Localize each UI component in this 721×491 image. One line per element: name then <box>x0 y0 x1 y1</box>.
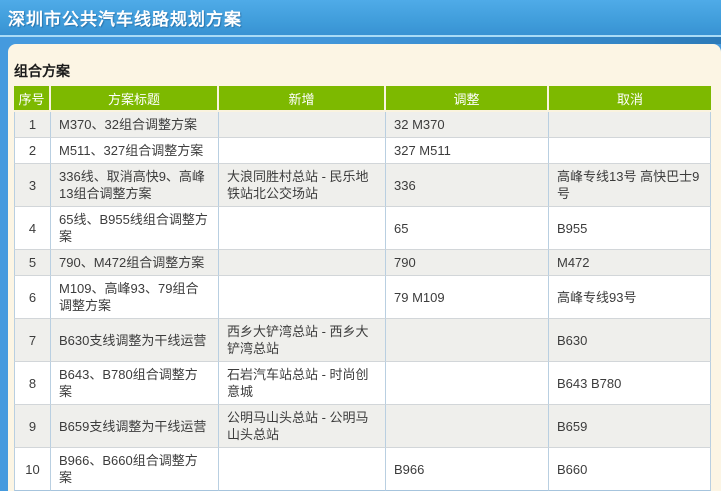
cell-cancel <box>549 138 711 164</box>
cell-cancel: B955 <box>549 207 711 250</box>
cell-new <box>219 207 386 250</box>
table-row: 7 B630支线调整为干线运营 西乡大铲湾总站 - 西乡大铲湾总站 B630 <box>14 319 711 362</box>
cell-no: 5 <box>14 250 51 276</box>
column-header-new: 新增 <box>219 86 386 112</box>
cell-adjust <box>386 319 549 362</box>
table-row: 4 65线、B955线组合调整方案 65 B955 <box>14 207 711 250</box>
cell-title: B659支线调整为干线运营 <box>51 405 219 448</box>
table-row: 9 B659支线调整为干线运营 公明马山头总站 - 公明马山头总站 B659 <box>14 405 711 448</box>
cell-adjust: 65 <box>386 207 549 250</box>
cell-cancel <box>549 112 711 138</box>
cell-cancel: M472 <box>549 250 711 276</box>
column-header-title: 方案标题 <box>51 86 219 112</box>
cell-title: 790、M472组合调整方案 <box>51 250 219 276</box>
table-row: 5 790、M472组合调整方案 790 M472 <box>14 250 711 276</box>
table-row: 6 M109、高峰93、79组合调整方案 79 M109 高峰专线93号 <box>14 276 711 319</box>
cell-no: 3 <box>14 164 51 207</box>
cell-adjust: 327 M511 <box>386 138 549 164</box>
cell-adjust: B966 <box>386 448 549 491</box>
cell-no: 6 <box>14 276 51 319</box>
cell-cancel: B630 <box>549 319 711 362</box>
cell-cancel: 高峰专线13号 高快巴士9号 <box>549 164 711 207</box>
cell-no: 10 <box>14 448 51 491</box>
column-header-adjust: 调整 <box>386 86 549 112</box>
table-row: 10 B966、B660组合调整方案 B966 B660 <box>14 448 711 491</box>
cell-new <box>219 138 386 164</box>
cell-cancel: B660 <box>549 448 711 491</box>
cell-title: B966、B660组合调整方案 <box>51 448 219 491</box>
cell-no: 8 <box>14 362 51 405</box>
table-header: 序号 方案标题 新增 调整 取消 <box>14 86 711 112</box>
cell-no: 7 <box>14 319 51 362</box>
table-row: 2 M511、327组合调整方案 327 M511 <box>14 138 711 164</box>
cell-new: 西乡大铲湾总站 - 西乡大铲湾总站 <box>219 319 386 362</box>
cell-title: 336线、取消高快9、高峰13组合调整方案 <box>51 164 219 207</box>
table-row: 8 B643、B780组合调整方案 石岩汽车站总站 - 时尚创意城 B643 B780 <box>14 362 711 405</box>
cell-title: M109、高峰93、79组合调整方案 <box>51 276 219 319</box>
cell-cancel: B659 <box>549 405 711 448</box>
header-row: 序号 方案标题 新增 调整 取消 <box>14 86 711 112</box>
title-bar: 深圳市公共汽车线路规划方案 <box>0 0 721 35</box>
cell-adjust: 79 M109 <box>386 276 549 319</box>
titlebar-divider <box>0 35 721 37</box>
cell-adjust: 790 <box>386 250 549 276</box>
cell-cancel: 高峰专线93号 <box>549 276 711 319</box>
cell-new: 石岩汽车站总站 - 时尚创意城 <box>219 362 386 405</box>
table-row: 3 336线、取消高快9、高峰13组合调整方案 大浪同胜村总站 - 民乐地铁站北公交… <box>14 164 711 207</box>
section-title: 组合方案 <box>14 63 70 79</box>
cell-new: 大浪同胜村总站 - 民乐地铁站北公交场站 <box>219 164 386 207</box>
titlebar-subbar <box>0 37 721 44</box>
cell-new <box>219 250 386 276</box>
cell-new <box>219 448 386 491</box>
column-header-no: 序号 <box>14 86 51 112</box>
cell-new: 公明马山头总站 - 公明马山头总站 <box>219 405 386 448</box>
cell-adjust <box>386 362 549 405</box>
cell-new <box>219 112 386 138</box>
cell-cancel: B643 B780 <box>549 362 711 405</box>
cell-title: B643、B780组合调整方案 <box>51 362 219 405</box>
cell-adjust: 336 <box>386 164 549 207</box>
cell-no: 1 <box>14 112 51 138</box>
cell-title: B630支线调整为干线运营 <box>51 319 219 362</box>
cell-new <box>219 276 386 319</box>
cell-title: M511、327组合调整方案 <box>51 138 219 164</box>
table-body: 1 M370、32组合调整方案 32 M370 2 M511、327组合调整方案 327 … <box>14 112 711 491</box>
content-panel: 组合方案 序号 方案标题 新增 调整 取消 1 M370、32组合调整方案 32 M370 2… <box>8 44 721 491</box>
cell-title: 65线、B955线组合调整方案 <box>51 207 219 250</box>
cell-no: 4 <box>14 207 51 250</box>
cell-no: 9 <box>14 405 51 448</box>
column-header-cancel: 取消 <box>549 86 711 112</box>
cell-adjust <box>386 405 549 448</box>
cell-title: M370、32组合调整方案 <box>51 112 219 138</box>
cell-no: 2 <box>14 138 51 164</box>
page-title: 深圳市公共汽车线路规划方案 <box>8 10 242 29</box>
table-row: 1 M370、32组合调整方案 32 M370 <box>14 112 711 138</box>
schemes-table: 序号 方案标题 新增 调整 取消 1 M370、32组合调整方案 32 M370 2 M511、… <box>14 86 711 491</box>
cell-adjust: 32 M370 <box>386 112 549 138</box>
